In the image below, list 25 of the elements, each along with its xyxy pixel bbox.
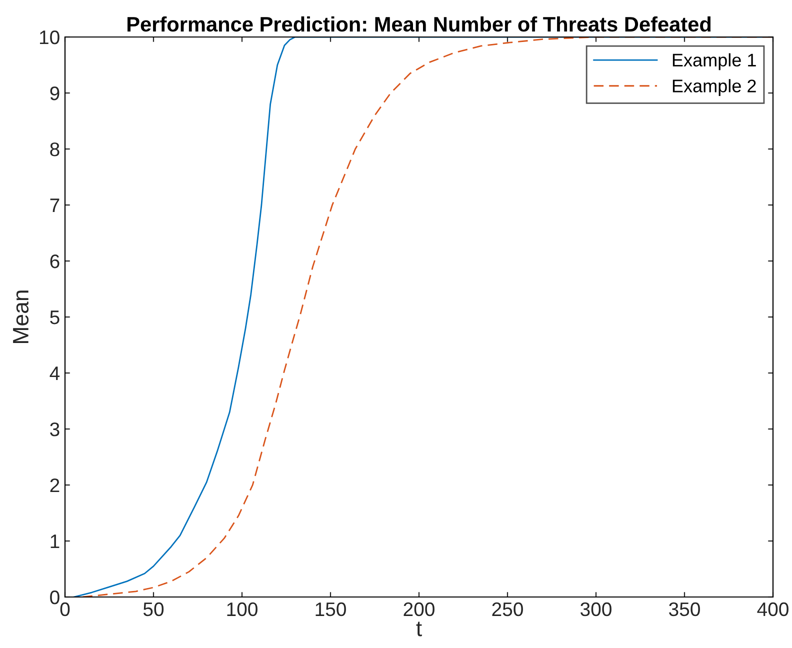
y-axis-title: Mean <box>13 290 29 343</box>
x-tick-label: 150 <box>316 602 346 616</box>
x-tick-label: 0 <box>60 602 70 616</box>
x-tick-label: 100 <box>227 602 258 616</box>
x-tick-label: 400 <box>757 602 788 616</box>
y-tick-label: 3 <box>50 422 60 436</box>
y-tick-label: 0 <box>50 590 60 604</box>
y-tick-label: 6 <box>50 254 60 268</box>
y-tick-label: 5 <box>50 310 60 324</box>
x-tick-label: 250 <box>492 602 523 616</box>
y-tick-label: 9 <box>50 86 60 100</box>
y-tick-label: 2 <box>50 478 60 492</box>
x-tick-label: 300 <box>580 602 612 616</box>
x-axis-title: t <box>416 622 422 636</box>
y-tick-label: 10 <box>40 30 60 44</box>
y-tick-label: 4 <box>50 366 60 380</box>
y-tick-label: 7 <box>50 198 60 212</box>
chart-title: Performance Prediction: Mean Number of Threats Defeated <box>128 16 711 32</box>
x-tick-label: 50 <box>143 602 164 616</box>
legend-label: Example 1 <box>672 53 756 70</box>
y-tick-label: 8 <box>50 142 60 156</box>
legend-label: Example 2 <box>672 79 756 96</box>
x-tick-label: 350 <box>669 602 700 616</box>
y-tick-label: 1 <box>50 534 60 548</box>
x-tick-label: 200 <box>404 602 434 616</box>
